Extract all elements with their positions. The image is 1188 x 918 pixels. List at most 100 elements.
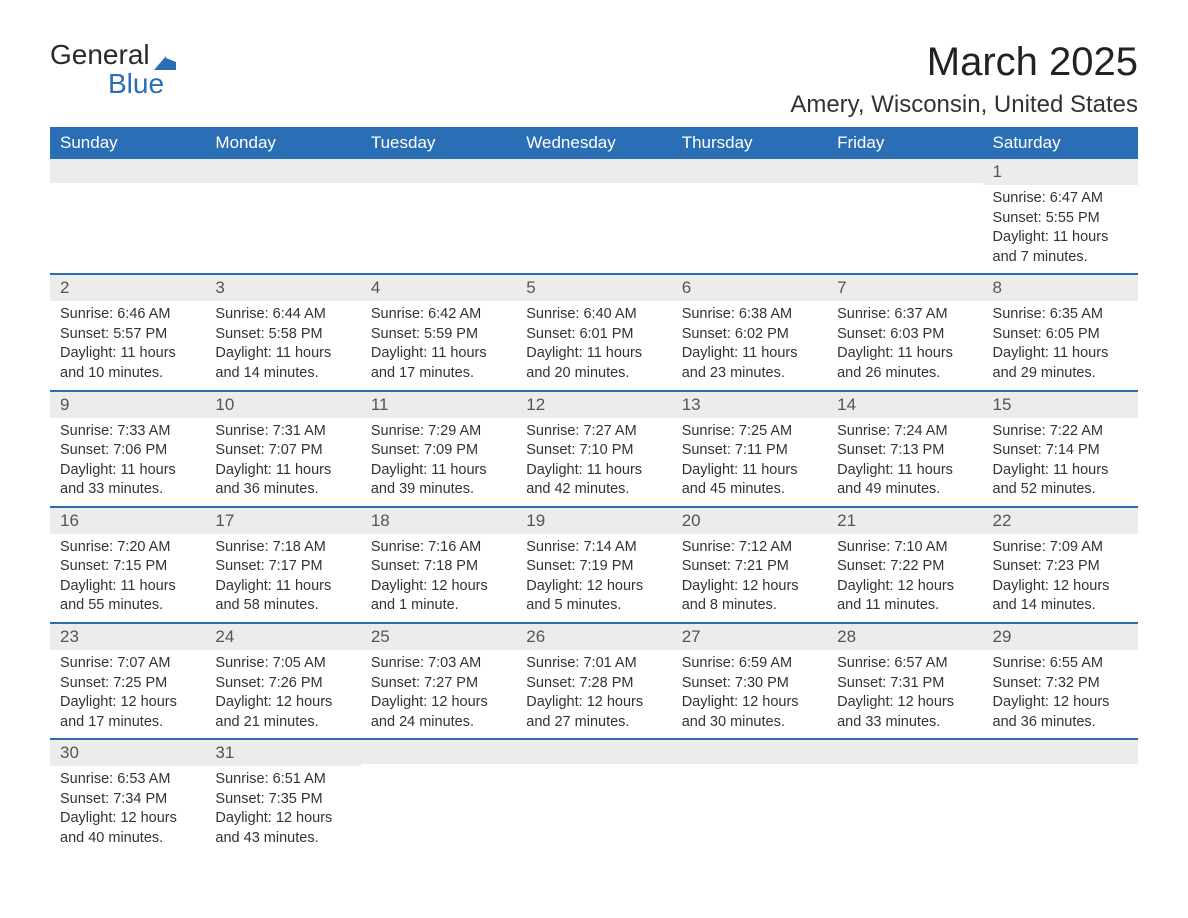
calendar-day-cell: 26Sunrise: 7:01 AMSunset: 7:28 PMDayligh… — [516, 623, 671, 739]
weekday-header-row: Sunday Monday Tuesday Wednesday Thursday… — [50, 127, 1138, 159]
sunset-line: Sunset: 7:06 PM — [60, 441, 195, 461]
calendar-day-cell: 8Sunrise: 6:35 AMSunset: 6:05 PMDaylight… — [983, 274, 1138, 390]
sunset-line: Sunset: 6:01 PM — [526, 325, 661, 345]
calendar-day-cell: 7Sunrise: 6:37 AMSunset: 6:03 PMDaylight… — [827, 274, 982, 390]
sunrise-line: Sunrise: 6:38 AM — [682, 305, 817, 325]
weekday-header: Sunday — [50, 127, 205, 159]
sunset-line: Sunset: 7:13 PM — [837, 441, 972, 461]
daylight-line: Daylight: 11 hours and 55 minutes. — [60, 577, 195, 616]
sunrise-line: Sunrise: 6:42 AM — [371, 305, 506, 325]
day-details: Sunrise: 6:47 AMSunset: 5:55 PMDaylight:… — [983, 185, 1138, 273]
day-details — [827, 183, 982, 265]
daylight-line: Daylight: 12 hours and 40 minutes. — [60, 809, 195, 848]
calendar-day-cell — [672, 159, 827, 274]
calendar-day-cell: 29Sunrise: 6:55 AMSunset: 7:32 PMDayligh… — [983, 623, 1138, 739]
logo-word-2: Blue — [108, 69, 176, 98]
day-details: Sunrise: 7:05 AMSunset: 7:26 PMDaylight:… — [205, 650, 360, 738]
day-details — [516, 183, 671, 265]
calendar-day-cell: 30Sunrise: 6:53 AMSunset: 7:34 PMDayligh… — [50, 739, 205, 854]
daylight-line: Daylight: 11 hours and 14 minutes. — [215, 344, 350, 383]
day-number: 5 — [516, 275, 671, 301]
weekday-header: Tuesday — [361, 127, 516, 159]
day-number: 29 — [983, 624, 1138, 650]
day-number: 1 — [983, 159, 1138, 185]
day-details: Sunrise: 7:24 AMSunset: 7:13 PMDaylight:… — [827, 418, 982, 506]
sunrise-line: Sunrise: 7:20 AM — [60, 538, 195, 558]
logo-word-1: General — [50, 40, 150, 69]
daylight-line: Daylight: 11 hours and 29 minutes. — [993, 344, 1128, 383]
day-number — [361, 740, 516, 764]
calendar-day-cell — [516, 159, 671, 274]
daylight-line: Daylight: 11 hours and 42 minutes. — [526, 461, 661, 500]
calendar-day-cell: 25Sunrise: 7:03 AMSunset: 7:27 PMDayligh… — [361, 623, 516, 739]
sunrise-line: Sunrise: 7:18 AM — [215, 538, 350, 558]
sunrise-line: Sunrise: 7:22 AM — [993, 422, 1128, 442]
calendar-day-cell — [983, 739, 1138, 854]
calendar-day-cell: 22Sunrise: 7:09 AMSunset: 7:23 PMDayligh… — [983, 507, 1138, 623]
calendar-day-cell: 2Sunrise: 6:46 AMSunset: 5:57 PMDaylight… — [50, 274, 205, 390]
calendar-body: 1Sunrise: 6:47 AMSunset: 5:55 PMDaylight… — [50, 159, 1138, 855]
day-number: 27 — [672, 624, 827, 650]
day-number — [672, 159, 827, 183]
sunset-line: Sunset: 7:26 PM — [215, 674, 350, 694]
day-details: Sunrise: 6:35 AMSunset: 6:05 PMDaylight:… — [983, 301, 1138, 389]
day-details: Sunrise: 6:44 AMSunset: 5:58 PMDaylight:… — [205, 301, 360, 389]
day-details: Sunrise: 7:03 AMSunset: 7:27 PMDaylight:… — [361, 650, 516, 738]
sunrise-line: Sunrise: 7:10 AM — [837, 538, 972, 558]
sunset-line: Sunset: 7:14 PM — [993, 441, 1128, 461]
daylight-line: Daylight: 11 hours and 45 minutes. — [682, 461, 817, 500]
daylight-line: Daylight: 12 hours and 24 minutes. — [371, 693, 506, 732]
sunset-line: Sunset: 7:11 PM — [682, 441, 817, 461]
day-details: Sunrise: 7:14 AMSunset: 7:19 PMDaylight:… — [516, 534, 671, 622]
day-details: Sunrise: 7:01 AMSunset: 7:28 PMDaylight:… — [516, 650, 671, 738]
sunrise-line: Sunrise: 6:59 AM — [682, 654, 817, 674]
day-number: 6 — [672, 275, 827, 301]
sunrise-line: Sunrise: 7:01 AM — [526, 654, 661, 674]
day-details: Sunrise: 6:51 AMSunset: 7:35 PMDaylight:… — [205, 766, 360, 854]
weekday-header: Friday — [827, 127, 982, 159]
sunset-line: Sunset: 5:57 PM — [60, 325, 195, 345]
day-details — [361, 183, 516, 265]
daylight-line: Daylight: 12 hours and 5 minutes. — [526, 577, 661, 616]
sunset-line: Sunset: 7:17 PM — [215, 557, 350, 577]
sunset-line: Sunset: 7:19 PM — [526, 557, 661, 577]
day-number — [827, 159, 982, 183]
day-number: 17 — [205, 508, 360, 534]
day-details: Sunrise: 7:10 AMSunset: 7:22 PMDaylight:… — [827, 534, 982, 622]
calendar-day-cell: 19Sunrise: 7:14 AMSunset: 7:19 PMDayligh… — [516, 507, 671, 623]
day-number — [516, 740, 671, 764]
brand-logo: General Blue — [50, 40, 176, 99]
calendar-day-cell — [516, 739, 671, 854]
sunset-line: Sunset: 5:59 PM — [371, 325, 506, 345]
calendar-day-cell — [361, 739, 516, 854]
day-details: Sunrise: 6:40 AMSunset: 6:01 PMDaylight:… — [516, 301, 671, 389]
daylight-line: Daylight: 12 hours and 27 minutes. — [526, 693, 661, 732]
day-details: Sunrise: 7:33 AMSunset: 7:06 PMDaylight:… — [50, 418, 205, 506]
sunset-line: Sunset: 7:30 PM — [682, 674, 817, 694]
sunset-line: Sunset: 6:02 PM — [682, 325, 817, 345]
day-number: 2 — [50, 275, 205, 301]
sunset-line: Sunset: 7:07 PM — [215, 441, 350, 461]
calendar-day-cell: 1Sunrise: 6:47 AMSunset: 5:55 PMDaylight… — [983, 159, 1138, 274]
calendar-week-row: 2Sunrise: 6:46 AMSunset: 5:57 PMDaylight… — [50, 274, 1138, 390]
sunset-line: Sunset: 7:09 PM — [371, 441, 506, 461]
sunset-line: Sunset: 7:27 PM — [371, 674, 506, 694]
sunset-line: Sunset: 7:35 PM — [215, 790, 350, 810]
day-details: Sunrise: 7:29 AMSunset: 7:09 PMDaylight:… — [361, 418, 516, 506]
daylight-line: Daylight: 11 hours and 58 minutes. — [215, 577, 350, 616]
calendar-day-cell: 27Sunrise: 6:59 AMSunset: 7:30 PMDayligh… — [672, 623, 827, 739]
weekday-header: Wednesday — [516, 127, 671, 159]
page-title: March 2025 — [790, 40, 1138, 85]
sunrise-line: Sunrise: 7:31 AM — [215, 422, 350, 442]
logo-shape-icon — [154, 46, 176, 64]
calendar-day-cell: 14Sunrise: 7:24 AMSunset: 7:13 PMDayligh… — [827, 391, 982, 507]
sunset-line: Sunset: 7:22 PM — [837, 557, 972, 577]
daylight-line: Daylight: 11 hours and 7 minutes. — [993, 228, 1128, 267]
day-number: 18 — [361, 508, 516, 534]
calendar-day-cell: 24Sunrise: 7:05 AMSunset: 7:26 PMDayligh… — [205, 623, 360, 739]
sunset-line: Sunset: 6:05 PM — [993, 325, 1128, 345]
daylight-line: Daylight: 11 hours and 10 minutes. — [60, 344, 195, 383]
calendar-week-row: 1Sunrise: 6:47 AMSunset: 5:55 PMDaylight… — [50, 159, 1138, 274]
day-number — [205, 159, 360, 183]
day-details: Sunrise: 7:18 AMSunset: 7:17 PMDaylight:… — [205, 534, 360, 622]
